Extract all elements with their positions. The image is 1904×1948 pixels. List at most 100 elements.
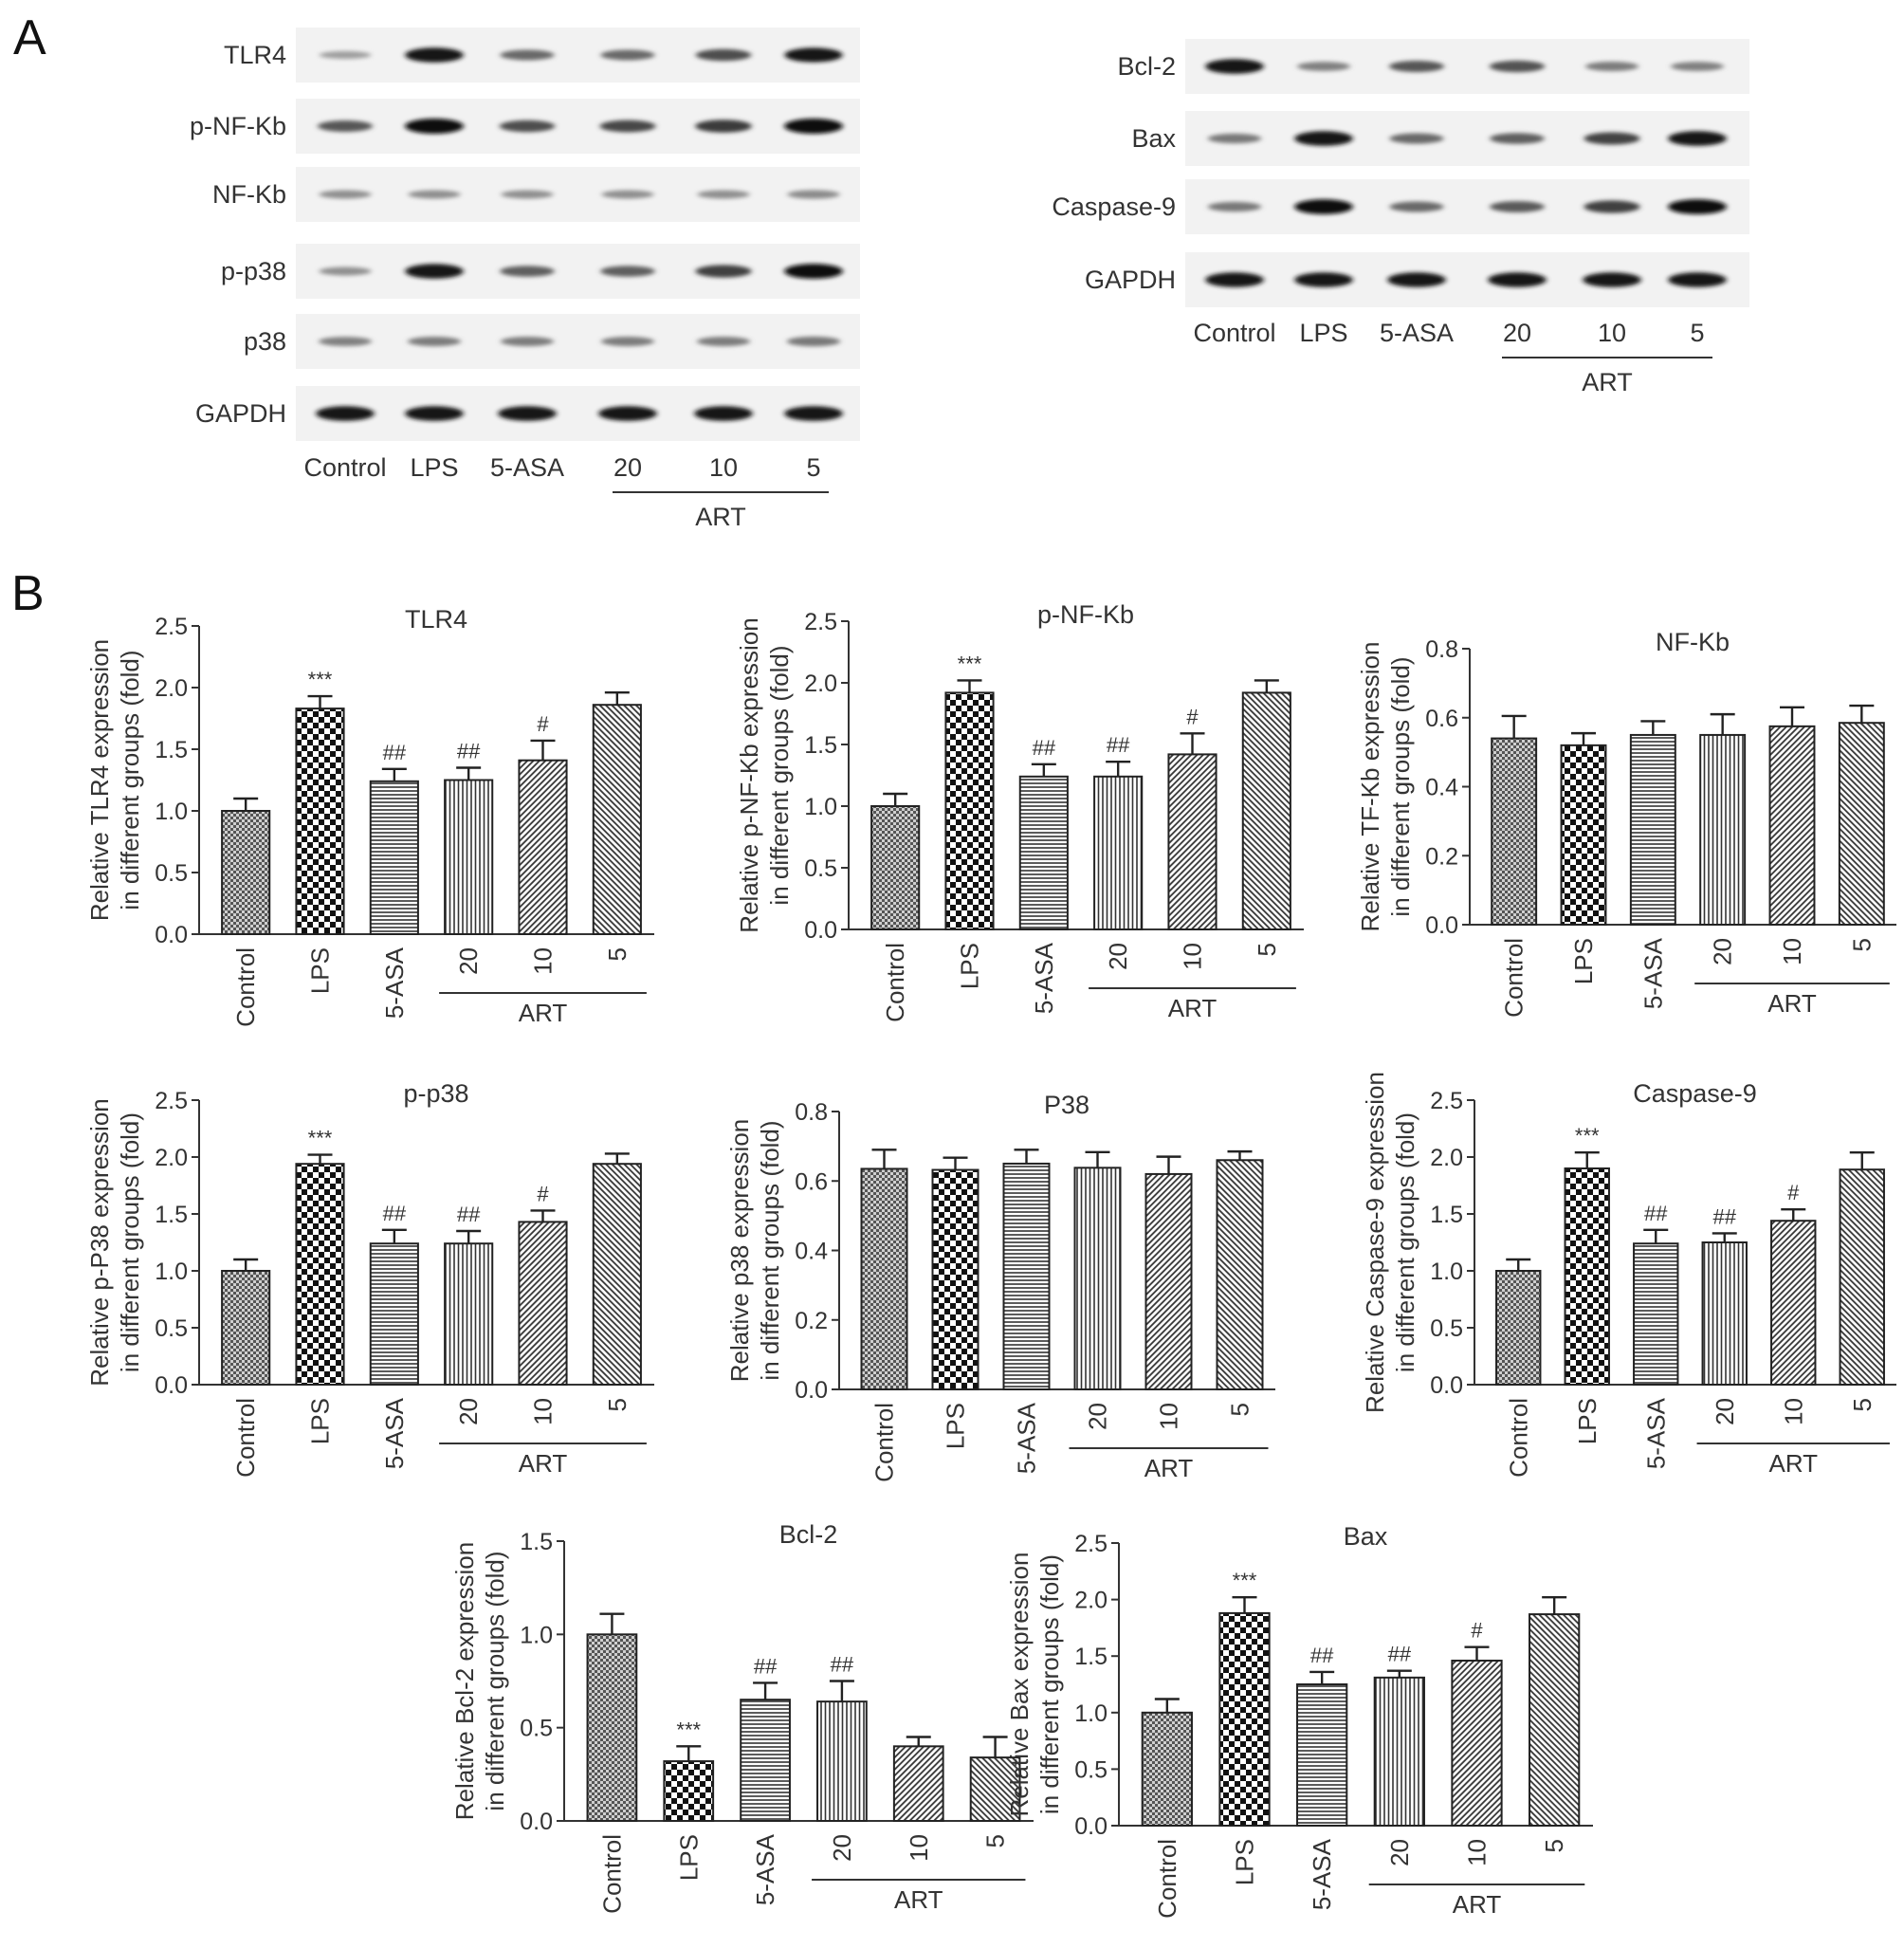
y-tick-label: 0.5 <box>1430 1315 1463 1342</box>
bar <box>369 780 419 935</box>
blot-band <box>405 119 464 134</box>
bar <box>221 1270 271 1386</box>
y-axis-label-line: Relative p-NF-Kb expression <box>735 617 763 932</box>
bar <box>1633 1242 1679 1386</box>
blot-left-row-label: p38 <box>244 327 286 356</box>
blot-left-row-label: p-p38 <box>221 257 286 285</box>
y-axis-label: Relative p38 expressionin different grou… <box>725 1119 784 1383</box>
blot-band <box>501 337 554 346</box>
lane-label: 5-ASA <box>490 453 564 482</box>
blot-left-row-label: p-NF-Kb <box>190 112 286 140</box>
art-label: ART <box>1453 1890 1502 1919</box>
blot-band <box>784 406 843 421</box>
blot-left-strip <box>296 386 860 441</box>
blot-right-row-label: Caspase-9 <box>1052 193 1176 221</box>
y-tick-label: 1.5 <box>804 732 837 759</box>
blot-band <box>695 119 752 133</box>
category-label: LPS <box>1569 938 1598 984</box>
chart-7: 0.0 0.5 1.0 1.5 2.0 2.5 Relative Bax expressio… <box>1005 1522 1593 1919</box>
category-label: 20 <box>454 1398 483 1425</box>
significance-label: ## <box>1388 1643 1412 1666</box>
bar <box>1495 1270 1542 1386</box>
lane-label: 5-ASA <box>1380 319 1454 347</box>
blot-band <box>1294 272 1353 287</box>
blot-band <box>1490 133 1545 144</box>
y-tick-label: 0.4 <box>795 1239 828 1265</box>
blot-band <box>695 48 752 62</box>
blot-right-strip <box>1185 111 1749 166</box>
y-tick-label: 0.0 <box>795 1377 828 1404</box>
significance-label: # <box>537 1182 549 1205</box>
blot-left-strip <box>296 244 860 299</box>
blot-band <box>600 266 655 277</box>
bar <box>892 1745 944 1823</box>
art-label: ART <box>1144 1454 1194 1482</box>
y-axis-label-line: Relative p-P38 expression <box>85 1098 114 1387</box>
bar <box>1629 733 1676 926</box>
blot-band <box>1668 272 1727 287</box>
y-tick-label: 2.0 <box>804 671 837 697</box>
y-axis-label-line: Relative Bcl-2 expression <box>450 1542 479 1820</box>
y-axis-label: Relative Bcl-2 expressionin different gr… <box>450 1542 509 1820</box>
blot-left-strip <box>296 314 860 369</box>
lane-label: 10 <box>709 453 738 482</box>
chart-title: Caspase-9 <box>1633 1079 1757 1108</box>
chart-title: p-NF-Kb <box>1037 600 1134 629</box>
category-label: 5 <box>981 1834 1010 1847</box>
y-tick-label: 0.2 <box>795 1308 828 1334</box>
category-label: 5-ASA <box>1030 942 1058 1014</box>
significance-label: ## <box>1310 1644 1334 1667</box>
bar <box>1701 1241 1748 1386</box>
category-label: 5 <box>603 947 632 961</box>
category-label: 5-ASA <box>1013 1402 1041 1474</box>
blot-band <box>1205 59 1264 74</box>
category-label: 5-ASA <box>1641 1397 1670 1469</box>
blot-band <box>600 49 655 61</box>
blot-band <box>499 119 556 133</box>
lane-label: 20 <box>1503 319 1531 347</box>
blot-band <box>319 337 372 346</box>
category-label: 20 <box>1084 1403 1112 1430</box>
lane-label: LPS <box>1299 319 1347 347</box>
blot-band <box>1387 272 1446 287</box>
blot-right-strip <box>1185 179 1749 234</box>
category-label: Control <box>231 947 260 1027</box>
category-label: 20 <box>1385 1839 1414 1866</box>
y-tick-label: 2.0 <box>155 675 188 702</box>
blot-right: Bcl-2 Bax Caspase-9 GAPDH Control LPS 5-ASA 20 1… <box>1052 39 1749 396</box>
significance-label: ## <box>1033 736 1056 760</box>
chart-2: 0.0 0.2 0.4 0.6 0.8 Relative TF-Kb expression… <box>1356 628 1896 1018</box>
blot-right-row-label: GAPDH <box>1085 266 1176 294</box>
y-axis-label-line: in different groups (fold) <box>1391 1112 1419 1372</box>
blot-band <box>1205 272 1264 287</box>
blot-band <box>784 264 843 279</box>
significance-label: # <box>1471 1619 1483 1643</box>
bar <box>663 1760 715 1822</box>
panel-a-label: A <box>13 10 46 65</box>
category-label: LPS <box>1231 1839 1259 1885</box>
y-axis-label: Relative p-P38 expressionin different gr… <box>85 1098 144 1387</box>
category-label: 10 <box>1778 938 1806 965</box>
y-axis-label-line: in different groups (fold) <box>1035 1554 1064 1814</box>
blot-left-row-label: TLR4 <box>224 41 286 69</box>
blot-band <box>1668 199 1727 214</box>
category-label: Control <box>870 1403 899 1482</box>
category-label: 5-ASA <box>380 1397 409 1469</box>
category-label: 10 <box>905 1834 933 1862</box>
bar <box>860 1167 908 1391</box>
category-label: LPS <box>674 1834 703 1881</box>
blot-band <box>598 406 657 421</box>
blot-band <box>1583 272 1641 287</box>
chart-5: 0.0 0.5 1.0 1.5 2.0 2.5 Relative Caspase-9 exp… <box>1361 1072 1896 1478</box>
chart-title: Bax <box>1344 1522 1388 1551</box>
blot-band <box>1207 133 1262 144</box>
category-label: Control <box>1153 1839 1181 1919</box>
significance-label: ## <box>457 740 481 763</box>
y-tick-label: 2.0 <box>1430 1145 1463 1171</box>
art-label: ART <box>1168 994 1217 1022</box>
y-axis-label-line: in different groups (fold) <box>765 645 794 905</box>
bar <box>1838 722 1885 926</box>
significance-label: ## <box>383 1202 407 1225</box>
blot-left-strip <box>296 167 860 222</box>
bar <box>1216 1159 1264 1391</box>
